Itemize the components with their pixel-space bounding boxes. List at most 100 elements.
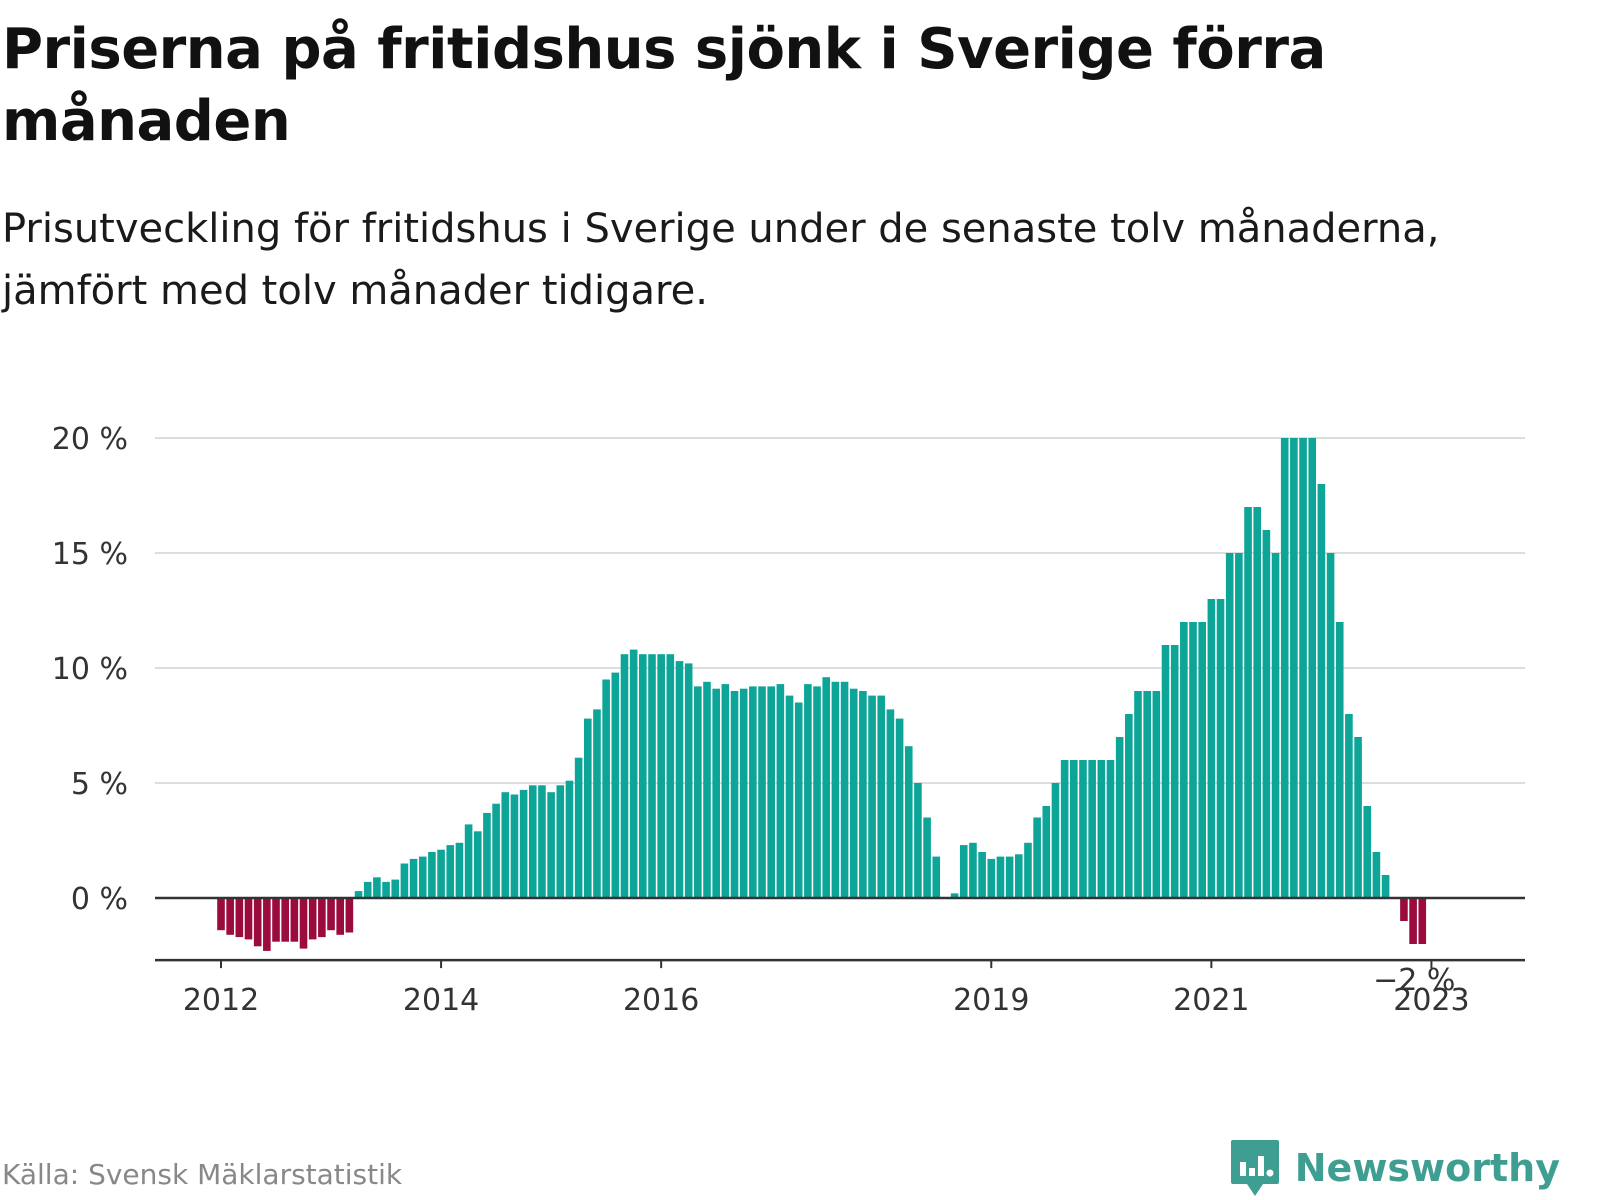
bar (684, 663, 693, 898)
bar (813, 686, 821, 898)
bar (1161, 645, 1170, 898)
bar (373, 877, 381, 898)
bar (400, 863, 409, 898)
bar (226, 898, 234, 935)
bar (666, 654, 675, 898)
bar (1308, 438, 1317, 898)
bar (730, 691, 739, 898)
bar (1262, 530, 1271, 898)
bar (1418, 898, 1427, 944)
bar (253, 898, 262, 947)
bar (1400, 898, 1408, 921)
bar (1042, 806, 1051, 898)
bar (840, 681, 849, 898)
bar (244, 898, 253, 940)
brand: Newsworthy (1229, 1138, 1560, 1198)
newsworthy-logo-icon (1230, 1140, 1279, 1196)
bar (1134, 691, 1142, 898)
bar (1014, 854, 1023, 898)
bar (611, 672, 620, 898)
bar (739, 688, 748, 898)
bar (217, 898, 225, 931)
bar (574, 757, 583, 898)
bar (932, 856, 941, 898)
bar (1170, 645, 1179, 898)
bar (1180, 622, 1188, 898)
bar (629, 649, 638, 898)
bar (1271, 553, 1280, 898)
bar (418, 856, 427, 898)
bar (327, 898, 335, 931)
bar (1235, 553, 1243, 898)
bar (950, 893, 959, 898)
bar (914, 783, 922, 898)
bar (1225, 553, 1234, 898)
bar (1070, 760, 1078, 898)
bar (1143, 691, 1151, 898)
bar (1280, 438, 1289, 898)
bar (547, 792, 555, 898)
x-tick-label: 2021 (1173, 983, 1249, 1018)
bar (987, 858, 996, 898)
last-value-label: −2 % (1373, 963, 1455, 998)
bar (868, 695, 876, 898)
bar (446, 845, 455, 898)
bar (639, 654, 647, 898)
bar (510, 794, 519, 898)
x-tick-label: 2016 (623, 983, 699, 1018)
bar (969, 842, 977, 898)
bar (620, 654, 629, 898)
bar (565, 780, 574, 898)
bar (391, 879, 400, 898)
bar (308, 898, 317, 940)
bar (345, 898, 354, 933)
bar (483, 812, 491, 898)
bar (501, 792, 510, 898)
bar (886, 709, 895, 898)
bar (794, 702, 803, 898)
bar (263, 898, 271, 951)
bar (1189, 622, 1197, 898)
bar (1335, 622, 1344, 898)
bar (281, 898, 289, 942)
bar (1024, 842, 1032, 898)
bar (804, 684, 812, 898)
bar (1097, 760, 1106, 898)
bar (703, 681, 711, 898)
bar (831, 681, 840, 898)
bar (1409, 898, 1417, 944)
bar (1381, 875, 1390, 898)
bar (1005, 856, 1014, 898)
bar (694, 686, 702, 898)
bar (1216, 599, 1225, 898)
y-tick-label: 10 % (52, 652, 128, 687)
y-axis-ticks: 0 % 5 % 10 % 15 % 20 % (52, 422, 128, 917)
bar (363, 881, 372, 898)
annotations: −2 % (1373, 963, 1455, 998)
bar (428, 852, 436, 898)
bar (272, 898, 280, 942)
bar (528, 785, 537, 898)
bar (492, 803, 500, 898)
bar (785, 695, 794, 898)
bar (437, 849, 445, 898)
x-tick-label: 2019 (953, 983, 1029, 1018)
bar (235, 898, 244, 938)
y-tick-label: 20 % (52, 422, 128, 457)
bar (556, 785, 565, 898)
bar (923, 817, 931, 898)
bar (336, 898, 345, 935)
bar (721, 684, 730, 898)
bar (822, 677, 831, 898)
bar (1317, 484, 1326, 898)
bar (602, 679, 610, 898)
bar (749, 686, 757, 898)
bar (657, 654, 665, 898)
bar (1079, 760, 1087, 898)
x-tick-label: 2023 (1393, 983, 1469, 1018)
bar (455, 842, 464, 898)
bar (382, 881, 390, 898)
bar (299, 898, 308, 949)
brand-name: Newsworthy (1294, 1146, 1560, 1190)
